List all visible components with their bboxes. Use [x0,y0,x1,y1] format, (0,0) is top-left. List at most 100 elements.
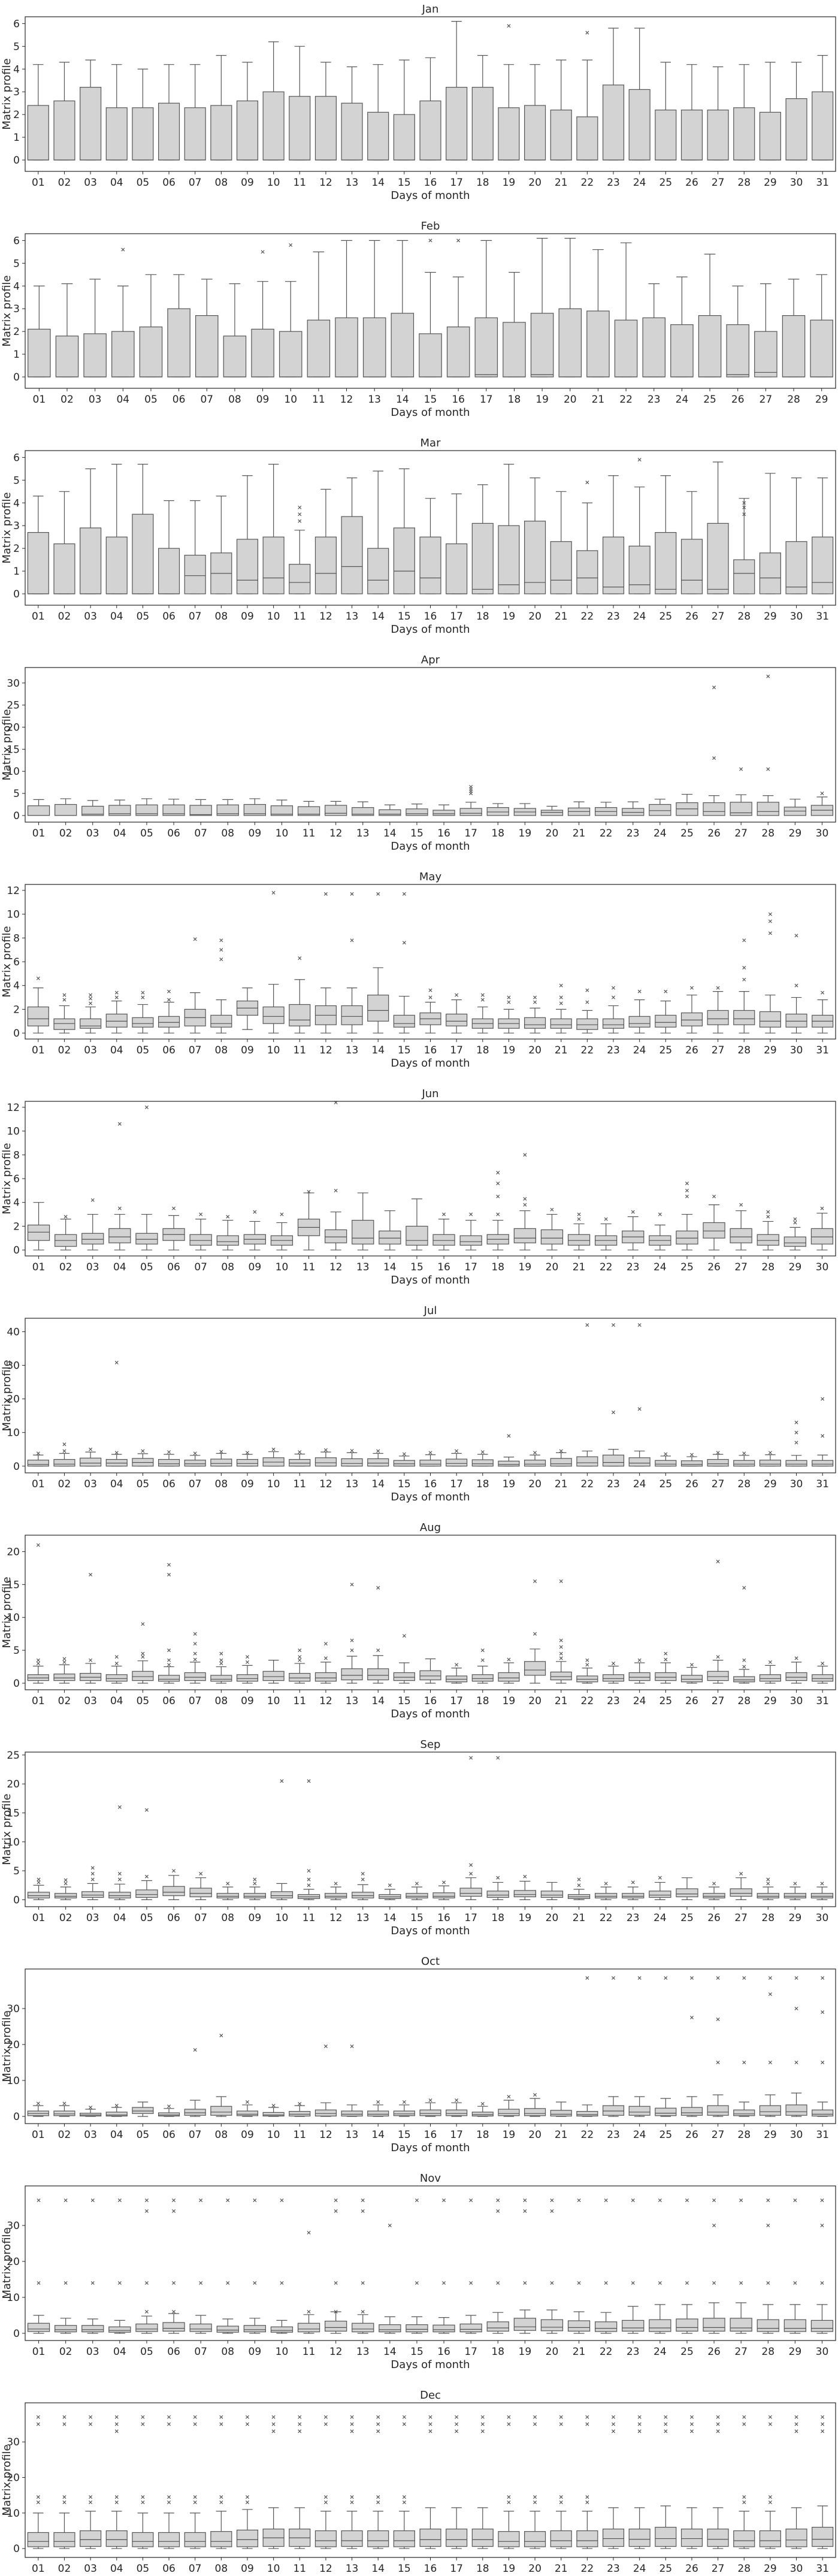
outlier-marker [523,2198,527,2203]
x-tick-label: 02 [58,1044,71,1056]
box-day-14 [391,240,415,378]
iqr-box [158,1016,180,1028]
x-tick-label: 16 [437,2346,450,2358]
box-day-19 [513,1153,536,1251]
box-day-25 [655,62,677,161]
outlier-marker [742,1658,746,1662]
x-tick-label: 07 [189,1478,202,1490]
iqr-box [550,2110,572,2117]
outlier-marker [794,1656,798,1660]
outlier-marker [63,2281,68,2285]
iqr-box [498,525,520,594]
iqr-box [530,313,554,378]
outlier-marker [280,2281,284,2285]
box-day-13 [341,477,363,594]
iqr-box [80,527,102,594]
iqr-box [236,2529,259,2547]
box-day-09 [236,2100,259,2117]
box-day-19 [513,1874,536,1901]
x-axis-label: Days of month [391,1057,470,1070]
iqr-box [471,1674,494,1682]
box-day-23 [602,1662,625,1684]
outlier-marker [559,995,563,999]
box-day-28 [733,1586,755,1684]
x-tick-label: 23 [627,1912,640,1924]
outlier-marker [585,2495,589,2499]
iqr-box [628,2106,651,2116]
x-tick-label: 13 [346,2563,359,2574]
iqr-box [80,1018,102,1029]
iqr-box [446,1458,468,1467]
outlier-marker [323,1656,328,1660]
x-tick-label: 22 [600,1912,613,1924]
x-tick-label: 13 [356,828,370,839]
iqr-box [105,1013,128,1028]
x-tick-label: 30 [790,611,803,623]
outlier-marker [219,2495,223,2499]
outlier-marker [334,2198,338,2203]
outlier-marker [689,2415,694,2419]
x-tick-label: 12 [319,1478,332,1490]
outlier-marker [766,1882,770,1886]
x-tick-label: 16 [452,394,465,406]
x-tick-label: 23 [607,177,620,189]
iqr-box [540,1229,564,1245]
axes-frame [25,1101,836,1257]
outlier-marker [350,1448,354,1453]
x-tick-label: 25 [703,394,716,406]
x-tick-label: 23 [607,1478,620,1490]
iqr-box [236,100,259,161]
x-axis-label: Days of month [391,623,470,636]
box-day-11 [289,956,311,1034]
outlier-marker [89,2500,93,2505]
iqr-box [367,1458,389,1467]
outlier-marker [37,1877,41,1882]
iqr-box [614,319,638,378]
x-tick-label: 25 [659,2129,672,2141]
x-tick-label: 24 [654,828,667,839]
x-tick-label: 11 [293,1695,306,1707]
box-day-16 [419,1451,441,1467]
outlier-marker [62,1442,66,1446]
outlier-marker [550,2281,554,2285]
box-day-11 [307,251,331,378]
outlier-marker [193,2415,197,2419]
box-day-13 [341,1448,363,1467]
outlier-marker [533,1000,537,1004]
outlier-marker [585,2415,589,2419]
iqr-box [335,317,358,378]
outlier-marker [141,995,145,999]
outlier-marker [193,1632,197,1636]
iqr-box [379,1230,401,1245]
box-day-18 [471,55,494,161]
outlier-marker [559,2500,563,2505]
outlier-marker [167,1572,171,1577]
iqr-box [733,1460,755,1467]
iqr-box [498,107,520,161]
iqr-box [459,1235,482,1246]
iqr-box [189,805,212,816]
outlier-marker [469,785,473,789]
iqr-box [680,2107,703,2116]
iqr-box [184,107,206,161]
outlier-marker [167,1658,171,1662]
outlier-marker [577,1212,581,1216]
iqr-box [567,2320,591,2332]
x-tick-label: 20 [528,611,541,623]
x-tick-label: 25 [659,611,672,623]
outlier-marker [768,2495,772,2499]
x-tick-label: 23 [627,2346,640,2358]
outlier-marker [36,1543,40,1547]
outlier-marker [442,2281,446,2285]
y-tick-label: 15 [7,1579,20,1591]
box-day-23 [602,1976,625,2117]
box-day-29 [783,799,806,816]
y-tick-label: 25 [7,1750,20,1762]
outlier-marker [307,1869,311,1873]
iqr-box [622,1893,645,1899]
x-tick-label: 17 [464,2346,477,2358]
outlier-marker [689,1663,694,1667]
outlier-marker [689,986,694,990]
x-tick-label: 07 [189,1044,202,1056]
